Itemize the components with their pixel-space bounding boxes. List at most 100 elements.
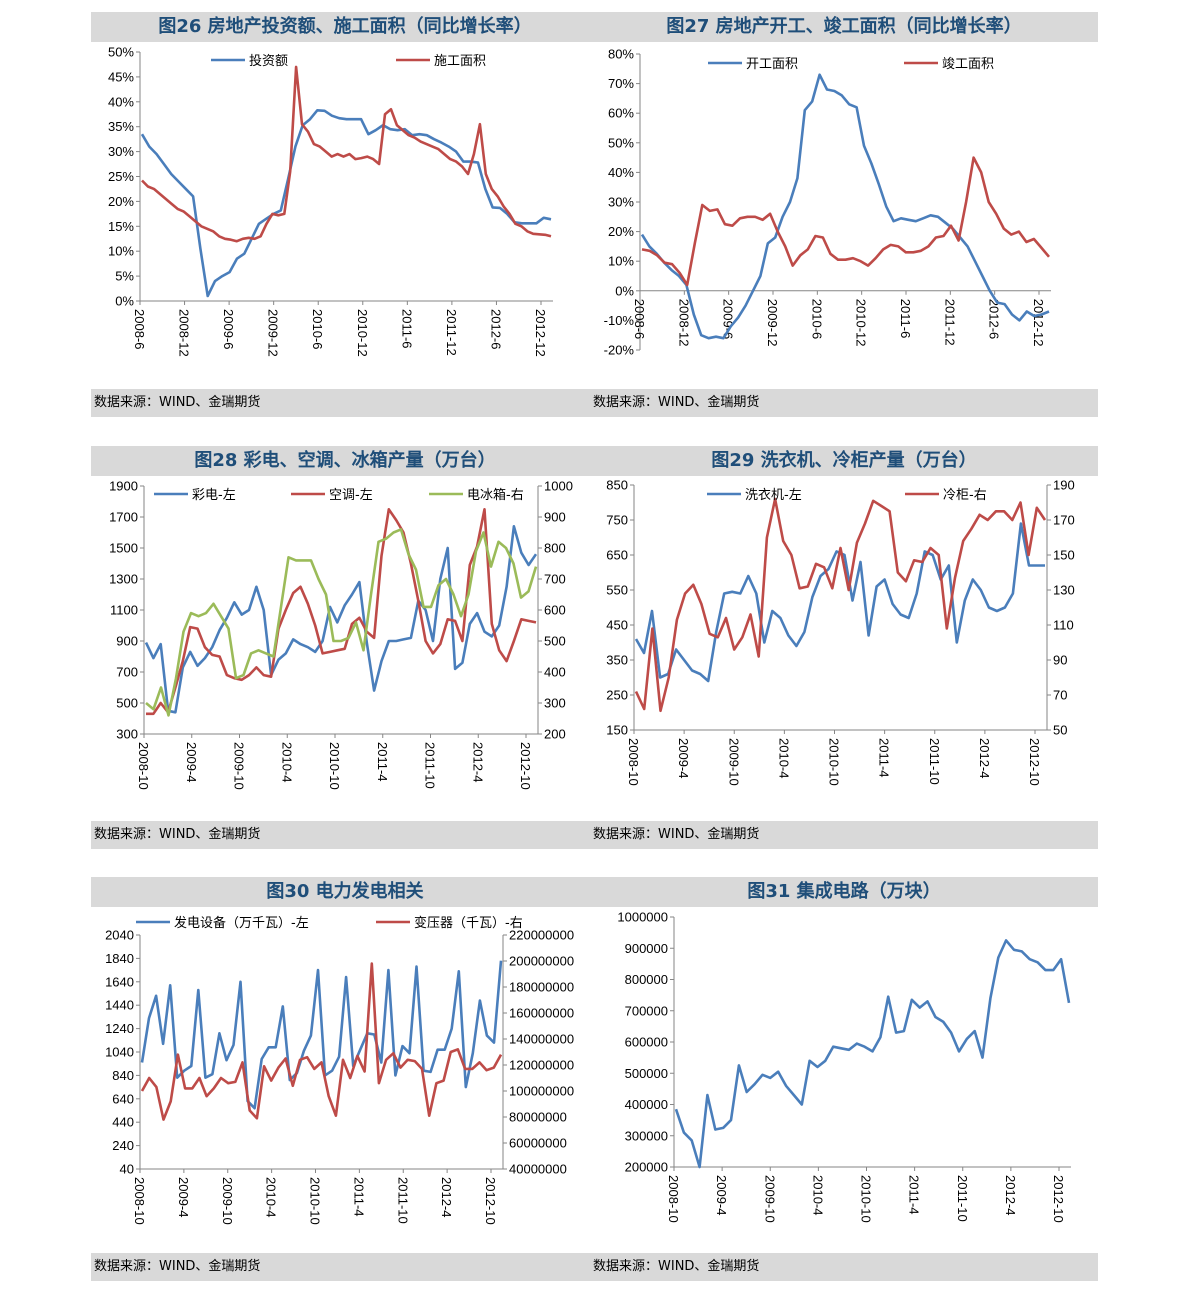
y-tick-label: 0% [115,294,134,309]
y-tick-label: 15% [108,219,134,234]
y-tick-label: 1700 [109,510,138,525]
y-tick-label: 1240 [105,1021,134,1036]
y-tick-label-right: 200 [544,727,566,742]
y-tick-label-right: 300 [544,696,566,711]
series-line-0 [674,939,1071,1169]
chart-title: 图29 洗衣机、冷柜产量（万台） [590,446,1098,476]
source-note: 数据来源：WIND、金瑞期货 [590,821,1098,849]
legend-label: 空调-左 [329,488,373,503]
y-tick-label: 40% [608,165,634,180]
y-tick-label-right: 80000000 [509,1110,567,1125]
series-line-2 [145,528,538,717]
x-tick-label: 2009-10 [762,1175,777,1223]
legend-label: 投资额 [249,53,288,69]
y-tick-label: 900000 [625,941,668,956]
y-tick-label-right: 60000000 [509,1136,567,1151]
x-tick-label: 2012-6 [488,309,503,349]
chart-svg-31: 200000 300000 400000 500000 600000 700000 8000… [617,910,1071,1223]
source-note: 数据来源：WIND、金瑞期货 [91,821,599,849]
x-tick-label: 2012-4 [977,738,992,778]
x-tick-label: 2011-10 [955,1175,970,1222]
series-line-0 [140,109,552,298]
x-tick-label: 2011-12 [444,309,459,356]
y-tick-label: 40% [108,94,134,109]
x-tick-label: 2009-4 [176,1177,191,1217]
y-tick-label-right: 600 [544,603,566,618]
y-tick-label: 1500 [109,541,138,556]
chart-panel-31: 图31 集成电路（万块） 200000 300000 400000 500000 600… [590,877,1098,1282]
y-tick-label: 700 [116,665,138,680]
x-tick-label: 2011-10 [395,1177,410,1224]
x-tick-label: 2011-4 [375,742,390,782]
x-tick-label: 2012-12 [1031,299,1046,347]
x-tick-label: 2011-4 [351,1177,366,1217]
x-tick-label: 2011-6 [898,299,913,339]
x-tick-label: 2011-4 [877,738,892,778]
y-tick-label-right: 70 [1053,688,1067,703]
chart-panel-27: 图27 房地产开工、竣工面积（同比增长率） -20% -10% 0% 10% 20% 30… [590,12,1098,418]
x-tick-label: 2010-4 [810,1175,825,1215]
x-tick-label: 2008-6 [632,299,647,339]
chart-svg-30: 40 240 440 640 840 1040 1240 1440 1640 1840 2040 40… [105,915,574,1225]
y-tick-label-right: 220000000 [509,928,574,943]
x-tick-label: 2008-12 [177,309,192,357]
y-tick-label: 500 [116,696,138,711]
x-tick-label: 2012-4 [1003,1175,1018,1215]
y-tick-label: 750 [606,513,628,528]
y-tick-label: 300 [116,727,138,742]
y-tick-label-right: 150 [1053,548,1075,563]
x-tick-label: 2008-10 [132,1177,147,1225]
chart-svg-27: -20% -10% 0% 10% 20% 30% 40% 50% 60% 70% 80% 2008-6… [604,47,1051,358]
chart-title: 图31 集成电路（万块） [590,877,1098,907]
y-tick-label-right: 140000000 [509,1032,574,1047]
source-note: 数据来源：WIND、金瑞期货 [91,389,599,417]
source-note: 数据来源：WIND、金瑞期货 [91,1253,599,1281]
y-tick-label: 25% [108,169,134,184]
chart-svg-29: 150 250 350 450 550 650 750 850 50 70 90 110 130 150 1… [606,478,1075,786]
y-tick-label-right: 110 [1053,618,1074,633]
x-tick-label: 2012-10 [1051,1175,1066,1223]
y-tick-label: 1000000 [617,910,668,925]
y-tick-label: 550 [606,583,628,598]
x-tick-label: 2012-12 [533,309,548,357]
x-tick-label: 2010-4 [776,738,791,778]
series-line-1 [141,65,552,243]
y-tick-label: 1300 [109,572,138,587]
x-tick-label: 2009-4 [184,742,199,782]
y-tick-label: 10% [608,254,634,269]
y-tick-label: 10% [108,244,134,259]
legend-label: 竣工面积 [942,57,994,72]
y-tick-label: -10% [604,313,635,328]
y-tick-label: 80% [608,47,634,62]
y-tick-label: -20% [604,343,635,358]
y-tick-label-right: 400 [544,665,566,680]
x-tick-label: 2010-12 [854,299,869,347]
legend-label: 冷柜-右 [943,488,987,503]
x-tick-label: 2012-4 [470,742,485,782]
y-tick-label: 5% [115,269,134,284]
y-tick-label: 900 [116,634,138,649]
series-line-0 [640,73,1050,340]
y-tick-label: 30% [608,195,634,210]
chart-title: 图26 房地产投资额、施工面积（同比增长率） [91,12,599,42]
x-tick-label: 2010-6 [310,309,325,349]
y-tick-label: 440 [112,1115,134,1130]
x-tick-label: 2011-4 [907,1175,922,1215]
x-tick-label: 2011-10 [927,738,942,785]
x-tick-label: 2009-12 [765,299,780,347]
x-tick-label: 2010-4 [279,742,294,782]
y-tick-label-right: 40000000 [509,1162,567,1177]
y-tick-label: 850 [606,478,628,493]
legend-label: 变压器（千瓦）-右 [414,915,523,931]
y-tick-label: 0% [615,283,634,298]
y-tick-label: 20% [608,224,634,239]
x-tick-label: 2009-6 [721,299,736,339]
legend-label: 开工面积 [746,57,798,72]
x-tick-label: 2008-10 [136,742,151,790]
chart-panel-28: 图28 彩电、空调、冰箱产量（万台） 300 500 700 900 1100 1300 1… [91,446,599,850]
y-tick-label: 50% [608,135,634,150]
y-tick-label: 300000 [625,1128,668,1143]
chart-panel-30: 图30 电力发电相关 40 240 440 640 840 1040 1240 1440 164… [91,877,599,1282]
chart-panel-26: 图26 房地产投资额、施工面积（同比增长率） 0% 5% 10% 15% 20% 25% 3… [91,12,599,418]
y-tick-label: 350 [606,653,628,668]
